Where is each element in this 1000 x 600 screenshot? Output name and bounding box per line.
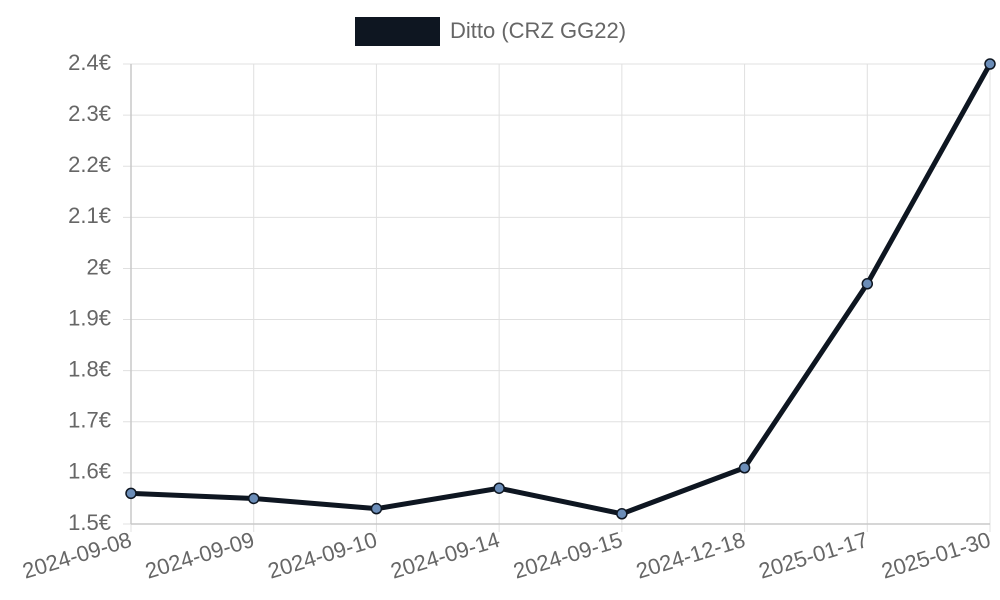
y-tick-label: 2.3€ (68, 101, 111, 126)
data-point[interactable] (125, 487, 137, 500)
x-tick-label: 2025-01-30 (879, 527, 994, 584)
y-tick-label: 1.7€ (68, 408, 111, 433)
legend-swatch[interactable] (355, 17, 440, 46)
series-ditto (125, 58, 996, 520)
data-point[interactable] (370, 502, 383, 515)
y-tick-label: 1.6€ (68, 459, 111, 484)
legend-label[interactable]: Ditto (CRZ GG22) (450, 18, 626, 43)
x-tick-label: 2024-09-09 (142, 527, 257, 584)
x-axis-tick-labels: 2024-09-08 2024-09-09 2024-09-10 2024-09-14… (20, 527, 994, 584)
data-point[interactable] (738, 462, 751, 474)
y-axis-tick-labels: 1.5€ 1.6€ 1.7€ 1.8€ 1.9€ 2€ 2.1€ 2.2€ 2.3€ 2.4€ (68, 50, 111, 535)
x-tick-label: 2024-09-15 (510, 527, 625, 584)
data-point[interactable] (247, 492, 260, 505)
y-tick-label: 2€ (87, 254, 111, 279)
y-tick-label: 1.8€ (68, 356, 111, 381)
series-line (128, 61, 993, 517)
data-point[interactable] (493, 482, 505, 494)
axes (130, 64, 990, 525)
y-tick-label: 2.4€ (68, 50, 111, 75)
x-tick-label: 2025-01-17 (756, 527, 871, 584)
legend[interactable]: Ditto (CRZ GG22) (355, 17, 626, 46)
data-point[interactable] (984, 58, 996, 70)
x-tick-label: 2024-12-18 (633, 527, 748, 584)
x-tick-label: 2024-09-10 (265, 527, 380, 584)
y-tick-label: 1.5€ (68, 510, 111, 535)
y-tick-label: 2.1€ (68, 203, 111, 228)
y-tick-label: 2.2€ (68, 152, 111, 177)
x-tick-label: 2024-09-14 (388, 527, 503, 584)
x-tick-label: 2024-09-08 (20, 527, 135, 584)
y-tick-label: 1.9€ (68, 305, 111, 330)
data-point[interactable] (616, 508, 628, 520)
data-point[interactable] (861, 278, 874, 290)
